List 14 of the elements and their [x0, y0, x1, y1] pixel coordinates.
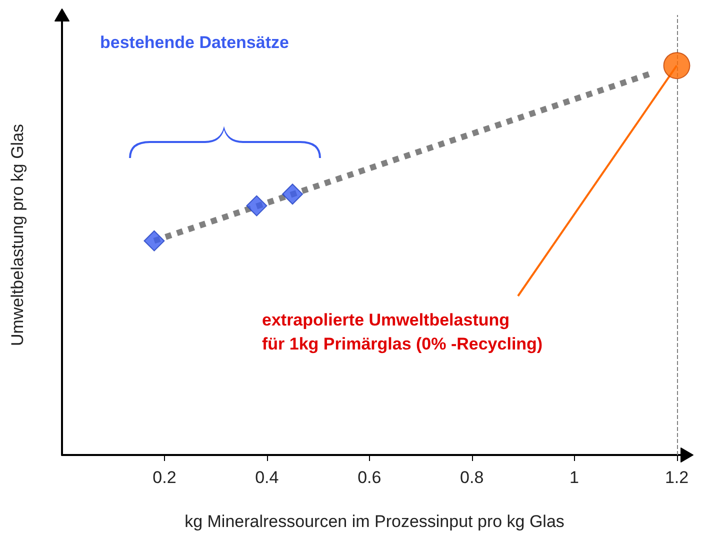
x-tick-label: 0.8 [460, 468, 484, 487]
point [246, 195, 268, 216]
y-axis-title: Umweltbelastung pro kg Glas [8, 124, 27, 346]
x-tick-label: 0.6 [358, 468, 382, 487]
annotation: extrapolierte Umweltbelastung für 1kg Primärglas (0% -Recycling) [262, 310, 543, 354]
x-tick-label: 1.2 [664, 468, 689, 487]
point [663, 52, 690, 80]
x-tick-label: 1 [570, 468, 580, 487]
x-tick-label: 0.4 [255, 468, 279, 487]
text: bestehende Datensätze [100, 33, 289, 52]
point [282, 184, 304, 205]
x-axis-title: kg Mineralressourcen im Prozessinput pro kg Glas [184, 512, 564, 531]
x-tick-label: 0.2 [152, 468, 176, 487]
point [144, 230, 165, 252]
